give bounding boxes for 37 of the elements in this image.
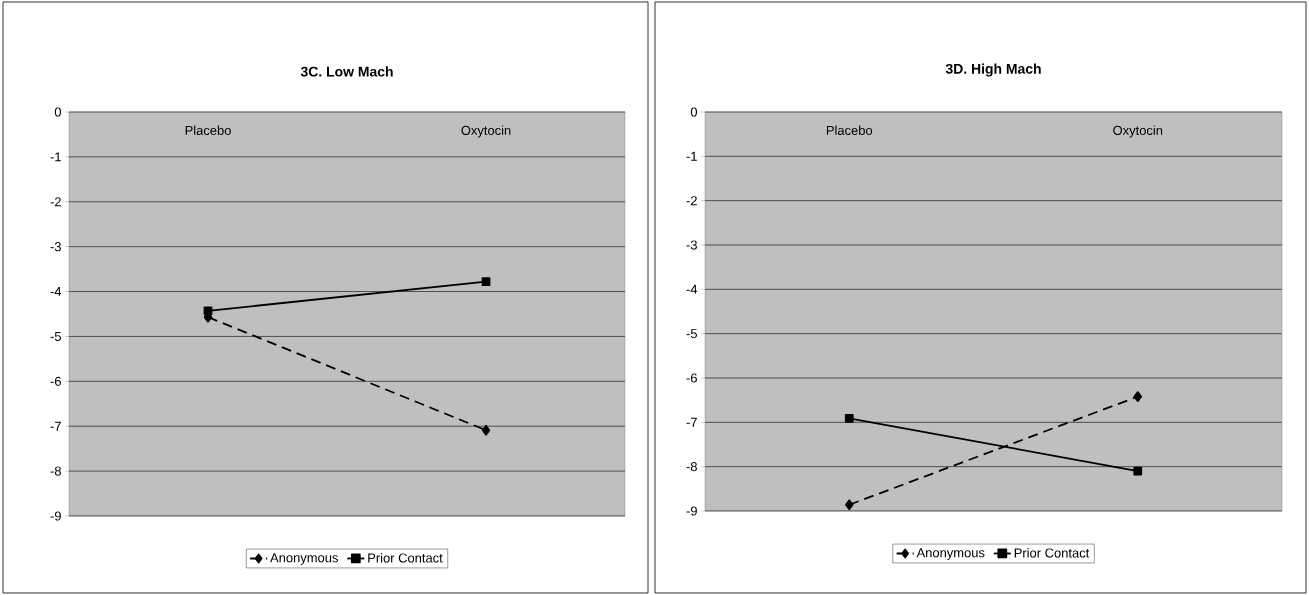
point [203,306,213,316]
x-tick-label: Placebo [826,125,873,135]
y-tick-label: -7 [50,421,61,431]
point [1133,391,1143,402]
x-tick-label: Oxytocin [1113,125,1163,138]
point [1133,466,1143,476]
y-tick-label: -9 [686,506,697,516]
point [481,424,491,436]
y-tick-label: -3 [50,242,61,252]
legend-label: Anonymous [270,553,338,565]
y-tick-label: 0 [690,107,698,117]
y-tick-label: -5 [686,329,697,339]
chart-title: 3D. High Mach [945,63,1041,77]
y-tick-label: -3 [686,240,697,250]
y-tick-label: -1 [686,151,697,161]
point [845,499,854,511]
chart-title: 3C. Low Mach [300,66,393,77]
y-tick-label: -5 [50,331,61,341]
x-tick-label: Placebo [185,125,231,135]
y-tick-label: -8 [686,462,697,472]
point [844,413,854,423]
point [481,277,491,287]
y-tick-label: -2 [686,196,697,206]
legend-label: Prior Contact [1014,548,1090,558]
y-tick-label: -2 [50,197,61,207]
y-tick-label: -7 [686,417,697,427]
legend-label: Prior Contact [368,553,443,563]
y-tick-label: -1 [50,152,61,162]
y-tick-label: -4 [686,284,698,294]
legend-label: Anonymous [916,548,985,560]
y-tick-label: -8 [50,466,61,476]
y-tick-label: -4 [50,287,62,296]
y-tick-label: 0 [54,107,62,117]
y-tick-label: -6 [686,373,697,383]
y-tick-label: -6 [50,376,61,386]
x-tick-label: Oxytocin [461,125,511,138]
y-tick-label: -9 [50,511,61,521]
